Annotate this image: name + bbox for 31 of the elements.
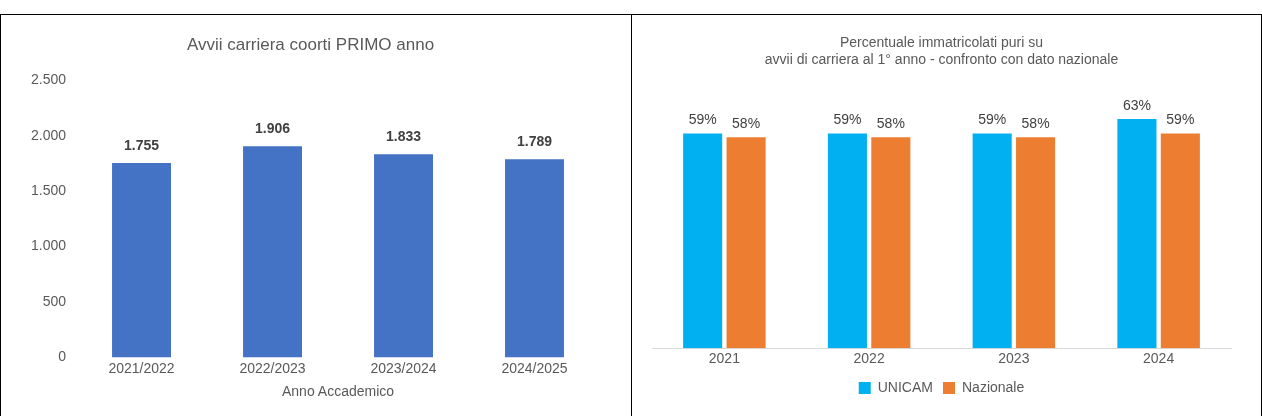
data-label: 58% bbox=[732, 115, 761, 132]
x-tick-label: 2022/2023 bbox=[239, 359, 306, 376]
x-tick-label: 2022 bbox=[853, 350, 885, 367]
x-tick-label: 2021/2022 bbox=[108, 359, 175, 376]
data-label: 59% bbox=[1166, 111, 1195, 128]
legend-label: Nazionale bbox=[961, 378, 1025, 395]
data-label: 59% bbox=[978, 111, 1007, 128]
x-tick-label: 2021 bbox=[708, 350, 741, 367]
y-tick-label: 0 bbox=[58, 348, 67, 365]
data-label: 63% bbox=[1122, 96, 1151, 113]
chart-title: Percentuale immatricolati puri su avvii di carriera al 1° anno - confronto con dato nazionale bbox=[764, 34, 1119, 68]
y-tick-label: 500 bbox=[42, 292, 67, 309]
data-label: 59% bbox=[688, 111, 717, 128]
legend-label: UNICAM bbox=[877, 378, 933, 395]
data-label: 58% bbox=[1021, 115, 1050, 132]
x-tick-label: 2024 bbox=[1143, 350, 1175, 367]
data-label: 1.755 bbox=[124, 136, 160, 153]
y-tick-label: 1.000 bbox=[30, 237, 67, 254]
x-tick-label: 2023 bbox=[998, 350, 1030, 367]
chart-title: Avvii carriera coorti PRIMO anno bbox=[186, 34, 435, 54]
y-tick-label: 1.500 bbox=[30, 182, 67, 199]
data-label: 1.906 bbox=[255, 120, 291, 137]
data-label: 1.833 bbox=[385, 128, 422, 145]
x-axis-title: Anno Accademico bbox=[281, 383, 395, 400]
y-tick-label: 2.000 bbox=[30, 126, 67, 143]
x-tick-label: 2024/2025 bbox=[501, 359, 568, 376]
x-tick-label: 2023/2024 bbox=[370, 359, 437, 376]
data-label: 1.789 bbox=[516, 133, 553, 150]
y-tick-label: 2.500 bbox=[30, 71, 67, 88]
data-label: 59% bbox=[833, 111, 862, 128]
data-label: 58% bbox=[876, 115, 905, 132]
